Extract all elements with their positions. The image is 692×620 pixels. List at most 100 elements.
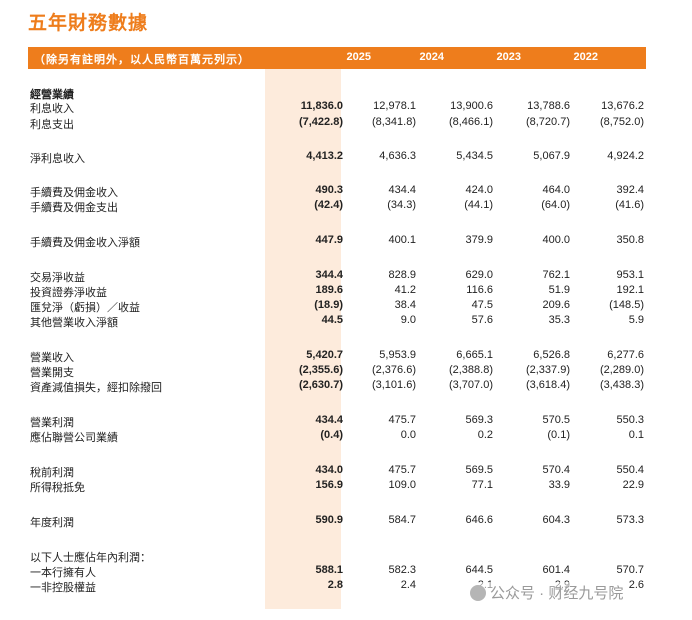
cell-value: 0.0 bbox=[400, 429, 416, 441]
row-label: 投資證券淨收益 bbox=[30, 287, 107, 299]
row-label: 其他營業收入淨額 bbox=[30, 317, 118, 329]
row-label: 資產減值損失，經扣除撥回 bbox=[30, 382, 162, 394]
table-row: 營業利潤 434.4 475.7 569.3 570.5 550.3 bbox=[28, 414, 646, 429]
table-row: 交易淨收益 344.4 828.9 629.0 762.1 953.1 bbox=[28, 269, 646, 284]
row-label: 所得稅抵免 bbox=[30, 482, 85, 494]
cell-value: 116.6 bbox=[466, 284, 493, 296]
cell-value: 6,526.8 bbox=[533, 349, 570, 361]
cell-value: (2,388.8) bbox=[448, 364, 493, 376]
cell-value: (2,376.6) bbox=[371, 364, 416, 376]
cell-value: (8,466.1) bbox=[448, 116, 493, 128]
cell-value: 573.3 bbox=[616, 514, 644, 526]
cell-value: 629.0 bbox=[465, 269, 493, 281]
cell-value: (8,752.0) bbox=[599, 116, 644, 128]
watermark-text: 公众号 · 财经九号院 bbox=[490, 585, 624, 602]
table-row: 利息收入 11,836.0 12,978.1 13,900.6 13,788.6 13,6… bbox=[28, 100, 646, 115]
table-row: 手續費及佣金支出 (42.4) (34.3) (44.1) (64.0) (41.6) bbox=[28, 199, 646, 214]
row-label: 營業開支 bbox=[30, 367, 74, 379]
cell-value: 584.7 bbox=[388, 514, 416, 526]
cell-value: 6,277.6 bbox=[607, 349, 644, 361]
cell-value: 47.5 bbox=[471, 299, 493, 311]
row-label: 營業收入 bbox=[30, 352, 74, 364]
cell-value: 434.4 bbox=[388, 184, 416, 196]
cell-value: (8,341.8) bbox=[371, 116, 416, 128]
cell-value: 570.5 bbox=[542, 414, 570, 426]
cell-value: 424.0 bbox=[465, 184, 493, 196]
cell-value: 22.9 bbox=[622, 479, 644, 491]
cell-value: 762.1 bbox=[542, 269, 570, 281]
cell-value: 209.6 bbox=[542, 299, 570, 311]
cell-value: 570.4 bbox=[542, 464, 570, 476]
cell-value: 464.0 bbox=[542, 184, 570, 196]
cell-value: (3,618.4) bbox=[525, 379, 570, 391]
cell-value: (64.0) bbox=[541, 199, 570, 211]
cell-value: 0.1 bbox=[628, 429, 644, 441]
cell-value: 434.4 bbox=[315, 414, 343, 426]
cell-value: 2.6 bbox=[628, 579, 644, 591]
cell-value: 344.4 bbox=[315, 269, 343, 281]
cell-value: 604.3 bbox=[542, 514, 570, 526]
cell-value: 156.9 bbox=[315, 479, 343, 491]
cell-value: 447.9 bbox=[315, 234, 343, 246]
row-label: 應佔聯營公司業績 bbox=[30, 432, 118, 444]
cell-value: (7,422.8) bbox=[298, 116, 343, 128]
cell-value: (44.1) bbox=[464, 199, 493, 211]
table-row: 稅前利潤 434.0 475.7 569.5 570.4 550.4 bbox=[28, 464, 646, 479]
row-label: 年度利潤 bbox=[30, 517, 74, 529]
cell-value: (3,438.3) bbox=[599, 379, 644, 391]
table-row: 所得稅抵免 156.9 109.0 77.1 33.9 22.9 bbox=[28, 479, 646, 494]
table-row: 經營業績 bbox=[28, 86, 646, 101]
table-row: 年度利潤 590.9 584.7 646.6 604.3 573.3 bbox=[28, 514, 646, 529]
table-row: 投資證券淨收益 189.6 41.2 116.6 51.9 192.1 bbox=[28, 284, 646, 299]
row-label: 稅前利潤 bbox=[30, 467, 74, 479]
cell-value: 350.8 bbox=[616, 234, 644, 246]
table-header: （除另有註明外，以人民幣百萬元列示） 2025 2024 2023 2022 2… bbox=[28, 47, 672, 69]
cell-value: 12,978.1 bbox=[373, 100, 416, 112]
table-row: 應佔聯營公司業績 (0.4) 0.0 0.2 (0.1) 0.1 bbox=[28, 429, 646, 444]
cell-value: 601.4 bbox=[542, 564, 570, 576]
table-row: 營業開支 (2,355.6) (2,376.6) (2,388.8) (2,337.9)… bbox=[28, 364, 646, 379]
cell-value: 590.9 bbox=[315, 514, 343, 526]
cell-value: 2.8 bbox=[327, 579, 343, 591]
cell-value: 5,420.7 bbox=[306, 349, 343, 361]
cell-value: 51.9 bbox=[548, 284, 570, 296]
cell-value: 5.9 bbox=[628, 314, 644, 326]
page-title: 五年財務數據 bbox=[28, 13, 149, 34]
year-header: 2024 bbox=[419, 51, 444, 63]
cell-value: 33.9 bbox=[548, 479, 570, 491]
cell-value: 5,434.5 bbox=[456, 150, 493, 162]
cell-value: 189.6 bbox=[315, 284, 343, 296]
cell-value: 35.3 bbox=[548, 314, 570, 326]
row-label: 利息收入 bbox=[30, 103, 74, 115]
cell-value: 434.0 bbox=[315, 464, 343, 476]
year-header: 2022 bbox=[573, 51, 598, 63]
cell-value: 13,788.6 bbox=[527, 100, 570, 112]
cell-value: 44.5 bbox=[321, 314, 343, 326]
cell-value: 582.3 bbox=[388, 564, 416, 576]
current-year-column-highlight bbox=[265, 69, 341, 609]
cell-value: (2,355.6) bbox=[298, 364, 343, 376]
cell-value: 0.2 bbox=[477, 429, 493, 441]
row-label: 交易淨收益 bbox=[30, 272, 85, 284]
cell-value: 192.1 bbox=[616, 284, 644, 296]
cell-value: 77.1 bbox=[471, 479, 493, 491]
cell-value: (41.6) bbox=[615, 199, 644, 211]
watermark: 公众号 · 财经九号院 bbox=[466, 582, 628, 603]
cell-value: 109.0 bbox=[388, 479, 416, 491]
row-label: 利息支出 bbox=[30, 119, 74, 131]
table-row: 其他營業收入淨額 44.5 9.0 57.6 35.3 5.9 bbox=[28, 314, 646, 329]
cell-value: 646.6 bbox=[465, 514, 493, 526]
row-label: 手續費及佣金收入 bbox=[30, 187, 118, 199]
table-row: 匯兌淨（虧損）／收益 (18.9) 38.4 47.5 209.6 (148.5) bbox=[28, 299, 646, 314]
cell-value: (2,337.9) bbox=[525, 364, 570, 376]
cell-value: 4,413.2 bbox=[306, 150, 343, 162]
cell-value: 13,900.6 bbox=[450, 100, 493, 112]
row-label: 以下人士應佔年內利潤： bbox=[30, 552, 151, 564]
cell-value: 588.1 bbox=[315, 564, 343, 576]
cell-value: 57.6 bbox=[471, 314, 493, 326]
row-label: 營業利潤 bbox=[30, 417, 74, 429]
table-row: 利息支出 (7,422.8) (8,341.8) (8,466.1) (8,720.7)… bbox=[28, 116, 646, 131]
row-label: 匯兌淨（虧損）／收益 bbox=[30, 302, 140, 314]
table-row: 手續費及佣金收入 490.3 434.4 424.0 464.0 392.4 bbox=[28, 184, 646, 199]
wechat-icon bbox=[470, 585, 486, 601]
